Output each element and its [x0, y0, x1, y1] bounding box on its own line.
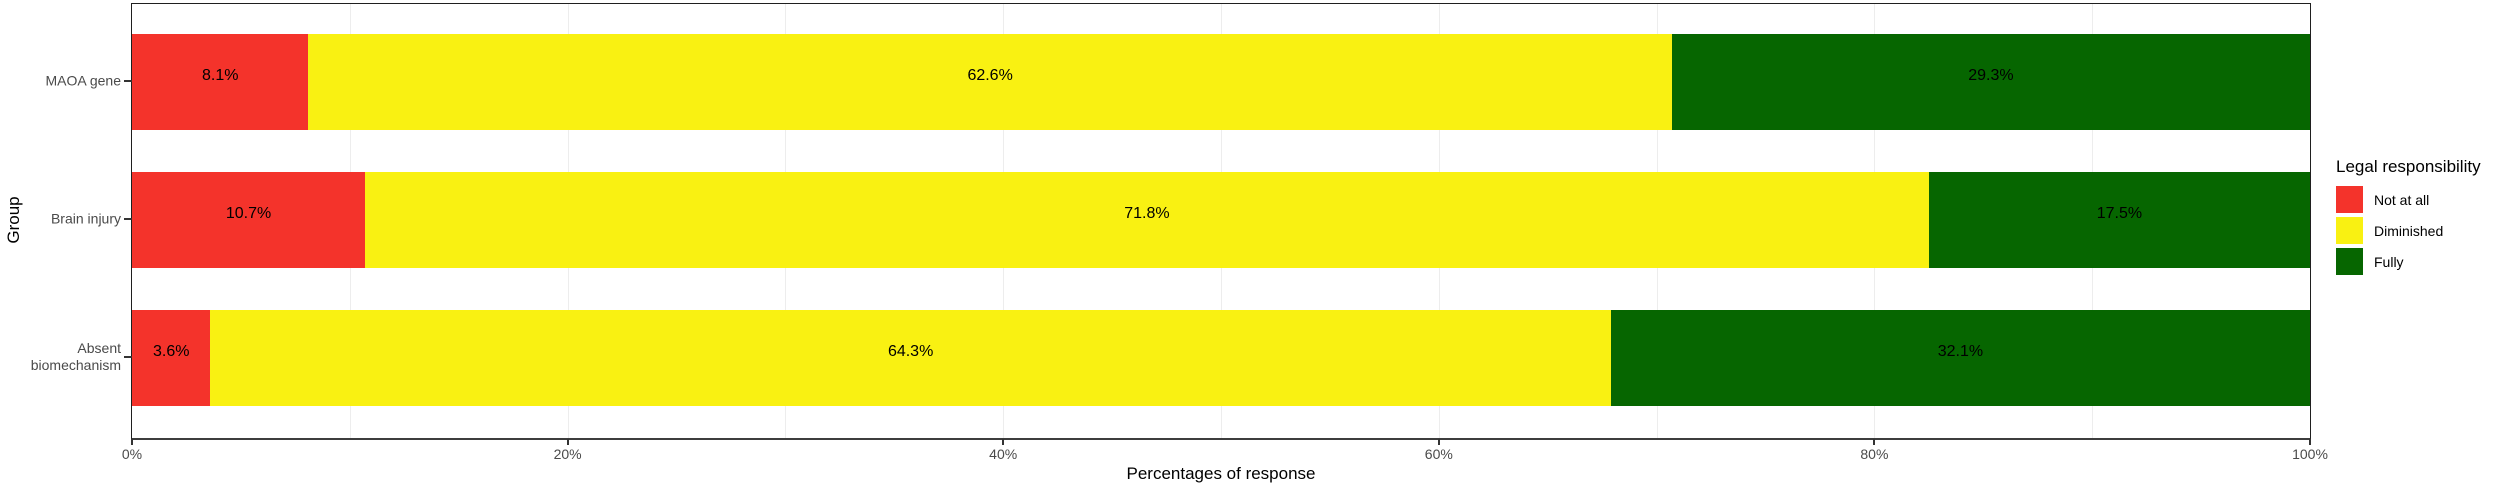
legend-title: Legal responsibility — [2336, 157, 2481, 176]
legend-item-fully: Fully — [2336, 248, 2481, 275]
bar-segment-fully — [1671, 34, 2310, 130]
x-tick-mark — [1002, 439, 1005, 445]
y-tick-mark — [124, 218, 132, 220]
y-tick-mark — [124, 356, 132, 358]
bar-value-label: 71.8% — [1124, 205, 1170, 222]
legend-swatch — [2336, 248, 2363, 275]
y-tick-mark — [124, 80, 132, 82]
legend-item-label: Fully — [2374, 253, 2404, 270]
legend-item-label: Not at all — [2374, 191, 2430, 208]
legend-swatch — [2336, 217, 2363, 244]
x-tick-label: 60% — [1424, 446, 1453, 462]
x-tick-mark — [2309, 439, 2311, 445]
x-tick-mark — [566, 439, 569, 445]
bar-segment-fully — [1928, 172, 2310, 268]
x-tick-mark — [1873, 439, 1876, 445]
x-tick-label: 40% — [989, 446, 1018, 462]
x-tick-label: 80% — [1860, 446, 1889, 462]
bar-segment-diminished — [210, 310, 1611, 406]
x-tick-label: 0% — [121, 446, 143, 462]
bar-segment-not-at-all — [132, 172, 366, 268]
legend: Legal responsibility Not at all Diminishe… — [2336, 157, 2481, 279]
plot-panel: 8.1% 62.6% 29.3% 10.7% 71.8% 17.5% 3.6% 64.3% 32… — [131, 3, 2311, 440]
category-label: Brain injury — [50, 210, 121, 227]
bar-value-label: 62.6% — [967, 67, 1013, 84]
bar-segment-diminished — [365, 172, 1929, 268]
x-tick-mark — [131, 439, 133, 445]
bar-value-label: 8.1% — [201, 67, 239, 84]
bar-value-label: 32.1% — [1937, 343, 1984, 360]
bar-value-label: 64.3% — [887, 343, 934, 360]
bar-segment-fully — [1610, 310, 2310, 406]
bar-value-label: 29.3% — [1968, 67, 2014, 84]
bar-value-label: 3.6% — [152, 343, 190, 360]
bar-segment-diminished — [308, 34, 1672, 130]
legend-swatch — [2336, 186, 2363, 213]
x-tick-label: 100% — [2292, 446, 2328, 462]
legend-items: Not at all Diminished Fully — [2336, 186, 2481, 275]
bar-segment-not-at-all — [132, 310, 211, 406]
bar-segment-not-at-all — [132, 34, 309, 130]
legend-item-label: Diminished — [2374, 222, 2444, 239]
x-tick-label: 20% — [553, 446, 582, 462]
bar-value-label: 10.7% — [225, 205, 272, 222]
legend-item-not-at-all: Not at all — [2336, 186, 2481, 213]
x-tick-mark — [1437, 439, 1440, 445]
category-label: MAOA gene — [45, 72, 122, 89]
category-label: Absent biomechanism — [30, 340, 121, 373]
bar-value-label: 17.5% — [2096, 205, 2143, 222]
x-axis-title: Percentages of response — [1126, 464, 1316, 483]
legend-item-diminished: Diminished — [2336, 217, 2481, 244]
